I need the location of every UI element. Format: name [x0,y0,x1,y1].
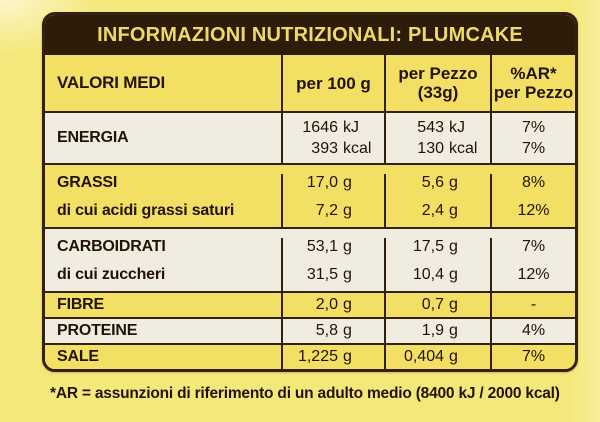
footnote: *AR = assunzioni di riferimento di un ad… [50,385,560,402]
table-title-band: INFORMAZIONI NUTRIZIONALI: PLUMCAKE [45,15,575,55]
value-ar: 7% [490,345,575,369]
nutrition-table: INFORMAZIONI NUTRIZIONALI: PLUMCAKE VALO… [42,12,578,372]
energia-per-pezzo: 543 kJ 130 kcal [384,113,490,163]
table-title: INFORMAZIONI NUTRIZIONALI: PLUMCAKE [97,23,523,46]
value-per-pezzo: 1,9 g [384,319,490,343]
row-zuccheri: di cui zuccheri 31,5 g 10,4 g 12% [45,259,575,291]
row-grassi-saturi: di cui acidi grassi saturi 7,2 g 2,4 g 12% [45,195,575,227]
row-carboidrati: CARBOIDRATI 53,1 g 17,5 g 7% [45,227,575,259]
value-per-pezzo: 0,404 g [384,345,490,369]
value-per-pezzo: 0,7 g [384,293,490,317]
row-proteine: PROTEINE 5,8 g 1,9 g 4% [45,317,575,343]
row-label: ENERGIA [57,129,129,146]
value-per-100g: 1,225 g [281,345,384,369]
value-ar: - [490,293,575,317]
col-header-per-pezzo: per Pezzo (33g) [384,55,490,111]
value-ar: 4% [490,319,575,343]
value-ar: 8% [490,174,575,195]
value-ar: 12% [490,195,575,227]
value-per-100g: 7,2 g [281,195,384,227]
row-grassi: GRASSI 17,0 g 5,6 g 8% [45,163,575,195]
row-sale: SALE 1,225 g 0,404 g 7% [45,343,575,369]
energia-per-100g: 1646 kJ 393 kcal [281,113,384,163]
row-energia: ENERGIA 1646 kJ 393 kcal 543 kJ 130 kcal 7% … [45,111,575,163]
value-per-100g: 31,5 g [281,259,384,291]
col-header-valori-medi: VALORI MEDI [57,73,165,92]
value-per-100g: 5,8 g [281,319,384,343]
row-label: di cui acidi grassi saturi [57,202,235,219]
col-header-ar: %AR* per Pezzo [490,55,575,111]
header-row: VALORI MEDI per 100 g per Pezzo (33g) %A… [45,55,575,111]
col-header-per-100g: per 100 g [281,55,384,111]
value-per-100g: 2,0 g [281,293,384,317]
row-label: CARBOIDRATI [57,238,166,255]
value-per-pezzo: 5,6 g [384,174,490,195]
row-label: di cui zuccheri [57,266,166,283]
row-label: FIBRE [57,296,105,313]
value-per-pezzo: 2,4 g [384,195,490,227]
value-per-pezzo: 10,4 g [384,259,490,291]
value-per-100g: 53,1 g [281,238,384,259]
value-per-100g: 17,0 g [281,174,384,195]
value-ar: 7% [490,238,575,259]
row-label: PROTEINE [57,322,138,339]
row-fibre: FIBRE 2,0 g 0,7 g - [45,291,575,317]
row-label: GRASSI [57,174,118,191]
value-ar: 12% [490,259,575,291]
row-label: SALE [57,348,99,365]
energia-ar: 7% 7% [490,113,575,163]
value-per-pezzo: 17,5 g [384,238,490,259]
